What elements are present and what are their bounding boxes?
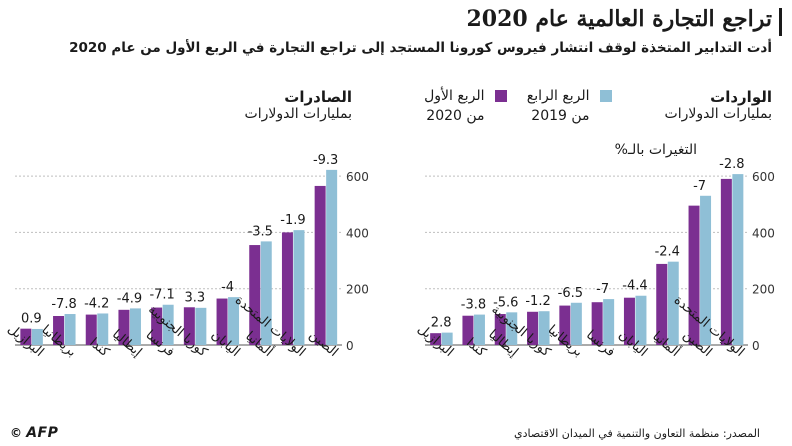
imports-change-note: التغيرات بالـ% <box>614 142 697 158</box>
imports-change-label: -7 <box>693 179 706 194</box>
exports-change-label: 3.3 <box>185 290 206 305</box>
legend-label-q4-2019-line2: من 2019 <box>531 108 590 124</box>
imports-bar-q1-2020 <box>720 178 732 345</box>
imports-change-label: -7 <box>596 282 609 297</box>
exports-bar-q4-2019 <box>260 241 272 345</box>
exports-change-label: -1.9 <box>280 213 305 228</box>
imports-change-label: -2.8 <box>719 157 744 172</box>
exports-change-label: -4.9 <box>117 291 142 306</box>
exports-bar-q4-2019 <box>64 314 76 345</box>
exports-change-label: -4 <box>221 280 234 295</box>
imports-bar-q4-2019 <box>506 312 518 345</box>
afp-wordmark: AFP <box>26 425 59 441</box>
exports-bar-q1-2020 <box>183 307 195 345</box>
legend-label-q1-2020: الربع الأول من 2020 <box>424 86 484 126</box>
imports-bar-q4-2019 <box>667 261 679 345</box>
exports-bar-q4-2019 <box>293 230 305 345</box>
imports-bar-q4-2019 <box>603 299 615 345</box>
exports-change-label: -7.8 <box>51 297 76 312</box>
afp-logo: © AFP <box>10 425 58 441</box>
imports-bar-q1-2020 <box>688 205 700 345</box>
imports-change-label: -2.4 <box>655 245 680 260</box>
exports-change-label: -4.2 <box>84 296 109 311</box>
imports-bar-q1-2020 <box>591 302 603 345</box>
imports-bar-q4-2019 <box>538 311 550 345</box>
legend-label-q4-2019-line1: الربع الرابع <box>526 88 590 104</box>
imports-ytick-label: 0 <box>752 339 760 353</box>
imports-change-label: -1.2 <box>525 294 550 309</box>
imports-change-label: -5.6 <box>493 295 518 310</box>
exports-bar-q1-2020 <box>314 185 326 345</box>
imports-bar-q1-2020 <box>430 333 442 345</box>
imports-change-label: -3.8 <box>461 298 486 313</box>
imports-bar-q1-2020 <box>494 314 506 345</box>
exports-bar-q1-2020 <box>118 309 130 345</box>
page-subtitle: أدت التدابير المتخذة لوقف انتشار فيروس ك… <box>69 40 772 56</box>
imports-change-label: -6.5 <box>558 286 583 301</box>
exports-ytick-label: 0 <box>346 339 354 353</box>
legend-label-q1-2020-line2: من 2020 <box>426 108 485 124</box>
exports-bar-q4-2019 <box>129 308 141 345</box>
exports-bar-q1-2020 <box>216 298 228 345</box>
imports-ytick-label: 600 <box>752 170 775 184</box>
imports-bar-q4-2019 <box>635 295 647 345</box>
exports-bar-q4-2019 <box>195 307 207 345</box>
imports-ytick-label: 200 <box>752 283 775 297</box>
imports-bar-q1-2020 <box>656 263 668 345</box>
imports-bar-q1-2020 <box>559 305 571 345</box>
exports-bar-q4-2019 <box>31 328 43 345</box>
exports-bar-q4-2019 <box>97 313 109 345</box>
source-note: المصدر: منظمة التعاون والتنمية في الميدا… <box>513 427 760 440</box>
legend-swatch-q1-2020 <box>495 90 507 102</box>
exports-change-label: 0.9 <box>21 312 42 327</box>
legend-item-q4-2019: الربع الرابع من 2019 <box>527 86 612 126</box>
imports-bar-q4-2019 <box>473 314 485 345</box>
legend-item-q1-2020: الربع الأول من 2020 <box>424 86 507 126</box>
exports-bar-q1-2020 <box>281 232 293 345</box>
exports-bar-q1-2020 <box>53 316 65 345</box>
legend-label-q4-2019: الربع الرابع من 2019 <box>527 86 590 126</box>
copyright-symbol: © <box>10 426 22 440</box>
exports-change-label: -3.5 <box>248 224 273 239</box>
imports-bar-q4-2019 <box>732 174 744 345</box>
exports-ytick-label: 400 <box>346 226 369 240</box>
exports-ytick-label: 200 <box>346 283 369 297</box>
imports-change-label: -4.4 <box>622 279 647 294</box>
imports-bar-q4-2019 <box>441 332 453 345</box>
exports-bar-q1-2020 <box>85 314 97 345</box>
page-title: تراجع التجارة العالمية عام 2020 <box>466 6 772 32</box>
imports-bar-q1-2020 <box>462 315 474 345</box>
imports-unit: بمليارات الدولارات <box>664 106 772 122</box>
exports-bar-q1-2020 <box>249 245 261 345</box>
exports-bar-q4-2019 <box>228 297 240 345</box>
imports-bar-q1-2020 <box>623 297 635 345</box>
imports-bar-q4-2019 <box>700 195 712 345</box>
legend-label-q1-2020-line1: الربع الأول <box>424 88 485 104</box>
imports-title: الواردات <box>710 88 772 106</box>
exports-bar-q4-2019 <box>326 169 338 345</box>
exports-bar-q1-2020 <box>20 328 32 345</box>
exports-change-label: -9.3 <box>313 153 338 168</box>
imports-bar-q4-2019 <box>570 302 582 345</box>
imports-bar-q1-2020 <box>527 311 539 345</box>
exports-change-label: -7.1 <box>149 288 174 303</box>
exports-bar-q4-2019 <box>162 304 174 345</box>
exports-ytick-label: 600 <box>346 170 369 184</box>
imports-ytick-label: 400 <box>752 226 775 240</box>
title-accent-bar <box>779 8 782 36</box>
exports-title: الصادرات <box>284 88 352 106</box>
exports-unit: بمليارات الدولارات <box>244 106 352 122</box>
legend-swatch-q4-2019 <box>600 90 612 102</box>
exports-bar-q1-2020 <box>151 307 163 345</box>
imports-change-label: 2.8 <box>431 316 452 331</box>
